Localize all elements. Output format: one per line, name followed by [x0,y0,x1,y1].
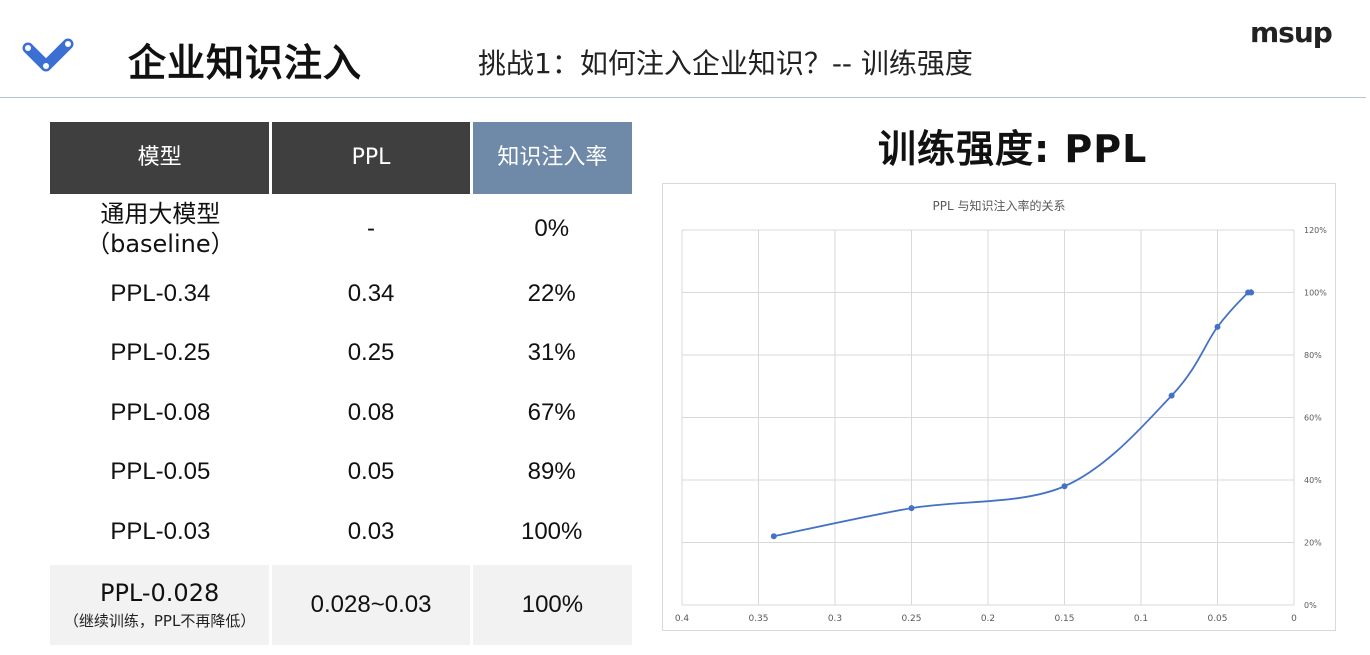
x-tick-label: 0.25 [901,614,921,624]
page-subtitle: 挑战1：如何注入企业知识？-- 训练强度 [478,47,973,80]
chart-title: PPL 与知识注入率的关系 [933,198,1066,213]
table-row: PPL-0.34 0.34 22% [50,264,632,324]
y-tick-label: 120% [1304,226,1327,235]
ppl-cell: 0.08 [347,398,395,426]
ppl-cell: 0.25 [347,339,395,367]
header-rate: 知识注入率 [471,122,632,194]
table-row: PPL-0.25 0.25 31% [50,324,632,384]
model-cell: PPL-0.028 （继续训练，PPL不再降低） [50,561,273,645]
brand-logo: msup [1250,16,1333,49]
y-tick-label: 100% [1304,289,1327,298]
ppl-cell: - [367,215,376,242]
data-point [1168,392,1175,399]
model-cell: PPL-0.03 [110,517,211,545]
model-note: （baseline） [86,230,235,258]
rate-cell: 22% [527,279,576,307]
rate-cell: 89% [527,458,576,486]
x-tick-label: 0.15 [1054,614,1074,624]
x-tick-label: 0.2 [981,614,995,624]
x-tick-label: 0.35 [748,614,768,624]
x-tick-label: 0.3 [828,614,842,624]
x-tick-label: 0.05 [1207,614,1227,624]
rate-cell: 67% [527,398,576,426]
data-point [1248,289,1255,296]
page-title: 企业知识注入 [128,41,363,85]
model-cell: 通用大模型 （baseline） [50,194,271,264]
ppl-cell: 0.05 [347,458,395,486]
data-point [1061,483,1068,490]
header-model: 模型 [50,122,273,194]
table-row: 通用大模型 （baseline） - 0% [50,194,632,264]
header-ppl: PPL [270,122,473,194]
ppl-cell: 0.34 [347,279,395,307]
model-cell: PPL-0.34 [110,279,211,307]
line-chart: PPL 与知识注入率的关系 0.4 0.35 0.3 0.25 0.2 0.15 0.1 0.… [675,198,1327,624]
data-point [1214,323,1221,330]
rate-cell: 100% [520,517,583,545]
x-tick-label: 0 [1291,614,1297,624]
rate-cell: 100% [471,561,632,645]
x-tick-label: 0.4 [675,614,690,624]
table-row: PPL-0.05 0.05 89% [50,443,632,503]
table-row: PPL-0.028 （继续训练，PPL不再降低） 0.028~0.03 100% [50,561,632,645]
y-tick-label: 80% [1304,351,1322,360]
table-row: PPL-0.08 0.08 67% [50,383,632,443]
table-row: PPL-0.03 0.03 100% [50,502,632,563]
model-cell: PPL-0.08 [110,398,211,426]
data-point [908,505,915,512]
x-tick-label: 0.1 [1134,614,1148,624]
model-note: （继续训练，PPL不再降低） [63,612,256,630]
data-point [770,533,777,540]
y-tick-label: 40% [1304,476,1322,485]
ppl-table: 模型 PPL 知识注入率 通用大模型 （baseline） - 0% PPL-0… [50,122,632,645]
series-line [773,289,1253,538]
rate-cell: 31% [527,339,576,367]
model-name: 通用大模型 [100,200,221,228]
header-divider [0,97,1366,98]
model-cell: PPL-0.05 [110,458,211,486]
chart-container: PPL 与知识注入率的关系 0.4 0.35 0.3 0.25 0.2 0.15 0.1 0.… [662,183,1336,631]
y-tick-label: 20% [1304,539,1322,548]
ppl-cell: 0.028~0.03 [270,561,473,645]
y-tick-label: 0% [1304,601,1317,610]
model-name: PPL-0.028 [99,579,220,607]
logo-icon [22,38,74,72]
model-cell: PPL-0.25 [110,339,211,367]
chart-heading: 训练强度: PPL [878,127,1148,171]
y-tick-label: 60% [1304,414,1322,423]
rate-cell: 0% [534,215,570,242]
ppl-cell: 0.03 [347,517,395,545]
